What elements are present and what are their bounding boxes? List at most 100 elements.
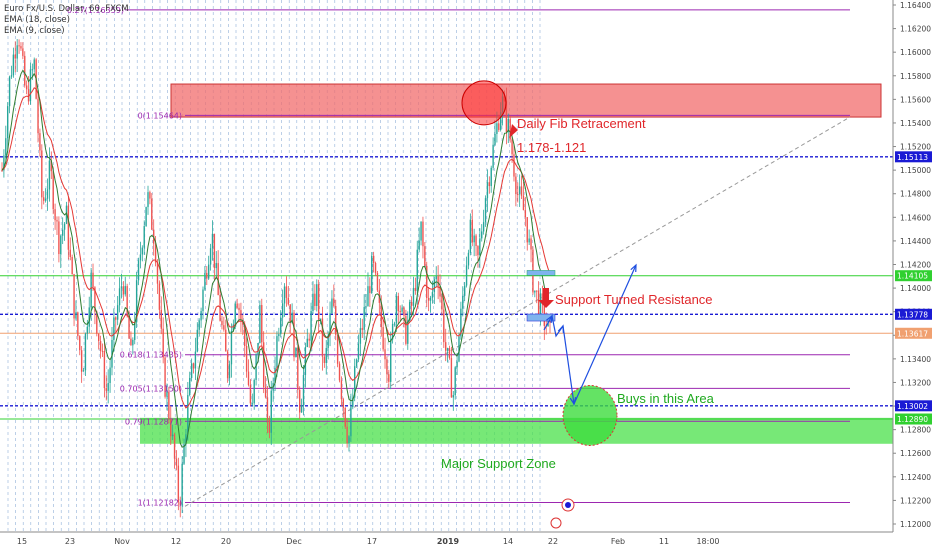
annotation-support-resistance: Support Turned Resistance xyxy=(555,292,713,307)
candle-body xyxy=(382,327,384,350)
price-tag xyxy=(895,413,932,425)
price-tag-label: 1.13617 xyxy=(897,329,928,338)
candle-body xyxy=(261,305,263,343)
candle-body xyxy=(50,160,53,172)
candle-body xyxy=(5,138,7,156)
trendline-layer xyxy=(184,116,851,507)
candle-body xyxy=(170,418,172,437)
candle-body xyxy=(291,312,293,324)
x-tick-label: 18:00 xyxy=(696,537,719,546)
candle-body xyxy=(390,339,392,382)
price-tag-label: 1.14105 xyxy=(897,272,928,281)
candle-body xyxy=(357,343,360,360)
candle-body xyxy=(541,293,544,302)
candle-body xyxy=(145,207,147,227)
candle-body xyxy=(105,388,107,391)
candle-body xyxy=(369,286,371,294)
candle-body xyxy=(185,434,187,445)
legend-symbol: Euro Fx/U.S. Dollar, 60, FXCM xyxy=(4,4,129,14)
candle-body xyxy=(274,367,276,383)
candle-body xyxy=(484,198,487,223)
candle-body xyxy=(147,192,149,208)
candle-body xyxy=(187,395,189,435)
y-tick-label: 1.14800 xyxy=(900,190,931,199)
candle-body xyxy=(12,54,15,76)
trendline[interactable] xyxy=(184,116,851,507)
candle-body xyxy=(86,326,89,334)
candle-body xyxy=(204,272,206,290)
candle-body xyxy=(130,338,132,346)
retest-box-bottom[interactable] xyxy=(526,313,556,322)
candle-body xyxy=(126,286,128,315)
candle-body xyxy=(405,315,407,344)
candle-body xyxy=(353,366,356,398)
candle-body xyxy=(175,458,178,466)
flag-icon[interactable] xyxy=(550,517,562,529)
candle-body xyxy=(365,306,367,308)
candle-body xyxy=(135,280,138,323)
candle-body xyxy=(397,295,400,312)
candle-body xyxy=(471,219,473,243)
candle-body xyxy=(37,98,39,134)
y-tick-label: 1.15800 xyxy=(900,72,931,81)
price-tag-label: 1.13002 xyxy=(897,402,928,411)
y-tick-label: 1.12400 xyxy=(900,473,931,482)
candle-body xyxy=(16,45,18,59)
candle-body xyxy=(314,293,316,306)
candle-body xyxy=(221,320,223,326)
candle-body xyxy=(372,255,375,264)
candle-body xyxy=(173,434,176,459)
candle-body xyxy=(350,407,352,437)
candle-body xyxy=(399,311,401,313)
candle-body xyxy=(168,391,170,419)
candle-body xyxy=(333,298,335,306)
candle-body xyxy=(522,195,525,211)
retest-box-top[interactable] xyxy=(526,270,556,276)
chart-legend: Euro Fx/U.S. Dollar, 60, FXCM EMA (18, c… xyxy=(4,4,129,37)
candle-body xyxy=(543,301,546,326)
candle-body xyxy=(245,346,248,372)
candle-body xyxy=(329,313,331,336)
fib-label: 0.705(1.13150) xyxy=(120,384,182,393)
candle-body xyxy=(25,85,28,90)
zone-layer xyxy=(140,83,893,444)
candle-body xyxy=(60,235,62,255)
y-tick-label: 1.14000 xyxy=(900,284,931,293)
candle-body xyxy=(509,118,511,140)
candle-body xyxy=(143,226,145,248)
candle-body xyxy=(82,370,85,372)
projection-path[interactable] xyxy=(543,264,637,407)
fib-label-layer: 0.27(1.16359) 0(1.15464) 0.618(1.13435) 0.7… xyxy=(67,6,182,508)
candle-body xyxy=(456,361,458,368)
candle-body xyxy=(481,231,483,239)
fib-label: 1(1.12182) xyxy=(138,499,182,508)
candle-body xyxy=(257,343,259,355)
price-tag xyxy=(895,400,932,412)
resistance-zone[interactable] xyxy=(170,83,882,118)
candle-body xyxy=(467,252,470,266)
fib-label: 0.618(1.13435) xyxy=(120,351,182,360)
candle-body xyxy=(439,286,441,297)
support-zone[interactable] xyxy=(140,417,893,444)
top-circle[interactable] xyxy=(461,80,507,126)
candle-body xyxy=(393,323,396,325)
candle-body xyxy=(321,318,324,357)
buy-circle[interactable] xyxy=(562,384,618,446)
candle-body xyxy=(515,176,517,195)
candle-body xyxy=(171,434,174,437)
candle-body xyxy=(228,364,231,379)
candle-body xyxy=(58,221,60,255)
candle-body xyxy=(422,221,424,247)
candle-body xyxy=(101,350,104,352)
candle-body xyxy=(99,341,102,351)
candle-body xyxy=(90,272,92,308)
x-tick-label: 11 xyxy=(659,537,669,546)
candle-body xyxy=(134,322,136,340)
candle-body xyxy=(206,272,208,279)
y-tick-label: 1.12600 xyxy=(900,449,931,458)
price-tag xyxy=(895,327,932,339)
candle-body xyxy=(450,358,453,398)
candle-body xyxy=(285,286,288,298)
annotation-buy-area: Buys in this Area xyxy=(617,391,714,406)
